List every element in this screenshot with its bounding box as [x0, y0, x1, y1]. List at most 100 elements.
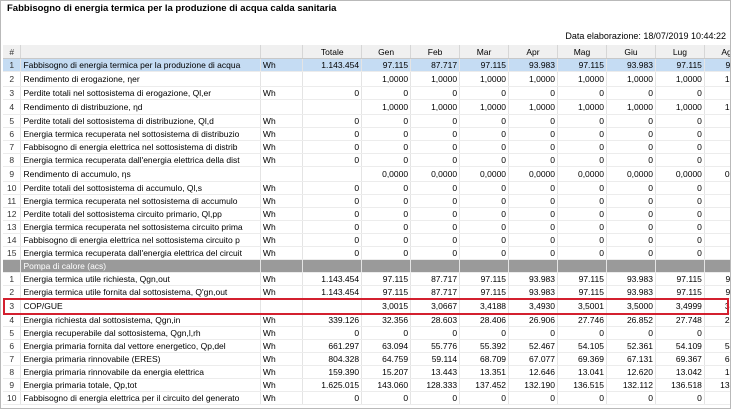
- month-value: 0: [508, 246, 558, 260]
- month-value: 1,0000: [655, 99, 705, 115]
- table-row[interactable]: 5 Perdite totali del sottosistema di dist…: [3, 114, 730, 128]
- column-header[interactable]: [20, 45, 261, 59]
- month-value: 1,0000: [508, 99, 558, 115]
- row-unit: [260, 166, 304, 182]
- month-value: 0: [655, 86, 705, 100]
- row-total: 0: [302, 153, 363, 167]
- table-row[interactable]: 14 Fabbisogno di energia elettrica nel so…: [3, 233, 730, 247]
- month-value: 1,0000: [655, 71, 705, 87]
- column-header[interactable]: Ago: [704, 45, 730, 59]
- month-value: 0: [655, 194, 705, 208]
- month-value: 0: [361, 153, 412, 167]
- table-row[interactable]: 15 Energia termica recuperata dall'energi…: [3, 246, 730, 260]
- month-value: 0: [704, 140, 730, 154]
- month-value: 1,0000: [410, 99, 461, 115]
- month-value: 28.406: [459, 313, 510, 327]
- table-row[interactable]: 4 Energia richiesta dal sottosistema, Qgn…: [3, 313, 730, 327]
- month-value: 0,0000: [704, 166, 730, 182]
- row-number: 8: [3, 153, 22, 167]
- month-value: 3,0015: [361, 298, 412, 314]
- month-value: 0: [704, 207, 730, 221]
- month-value: 1,0000: [361, 71, 412, 87]
- month-value: 1,0000: [557, 99, 607, 115]
- column-header[interactable]: #: [3, 45, 22, 59]
- month-value: 97.115: [459, 272, 510, 286]
- table-row[interactable]: 7 Fabbisogno di energia elettrica nel sot…: [3, 140, 730, 154]
- row-number: 3: [3, 86, 22, 100]
- month-value: 0: [557, 140, 607, 154]
- group-header-row[interactable]: Pompa di calore (acs): [3, 259, 730, 273]
- table-row[interactable]: 9 Energia primaria totale, Qp,tot Wh 1.625.…: [3, 378, 730, 392]
- table-row[interactable]: 3 COP/GUE 3,0015 3,0667 3,4188 3,4930 3,5001 3,…: [3, 298, 730, 314]
- month-value: 3,0667: [410, 298, 461, 314]
- column-header[interactable]: Gen: [361, 45, 412, 59]
- month-value: 0: [508, 114, 558, 128]
- row-unit: Wh: [260, 285, 304, 299]
- table-row[interactable]: 5 Energia recuperabile dal sottosistema, …: [3, 326, 730, 340]
- report-title: Fabbisogno di energia termica per la pro…: [7, 3, 337, 14]
- month-value: 1,0000: [557, 71, 607, 87]
- month-value: 67.131: [606, 352, 656, 366]
- month-value: 0: [655, 233, 705, 247]
- table-row[interactable]: 1 Energia termica utile richiesta, Qgn,ou…: [3, 272, 730, 286]
- column-header[interactable]: Feb: [410, 45, 461, 59]
- table-row[interactable]: 12 Perdite totali del sottosistema circui…: [3, 207, 730, 221]
- month-value: 97.115: [557, 285, 607, 299]
- month-value: 0: [704, 181, 730, 195]
- month-value: 128.333: [410, 378, 461, 392]
- table-row[interactable]: 6 Energia termica recuperata nel sottosis…: [3, 127, 730, 141]
- month-value: 0: [704, 220, 730, 234]
- table-row[interactable]: 3 Perdite totali nel sottosistema di erog…: [3, 86, 730, 100]
- table-row[interactable]: 6 Energia primaria fornita dal vettore en…: [3, 339, 730, 353]
- table-row[interactable]: 10 Perdite totali del sottosistema di acc…: [3, 181, 730, 195]
- column-header[interactable]: Giu: [606, 45, 656, 59]
- row-unit: [260, 298, 304, 314]
- row-unit: Wh: [260, 326, 304, 340]
- month-value: 0: [655, 391, 705, 405]
- row-total: 1.143.454: [302, 272, 363, 286]
- row-total: 0: [302, 140, 363, 154]
- month-value: 54.105: [557, 339, 607, 353]
- table-row[interactable]: 2 Energia termica utile fornita dal sotto…: [3, 285, 730, 299]
- grid-body: 1 Fabbisogno di energia termica per la pr…: [3, 58, 730, 405]
- table-row[interactable]: 1 Fabbisogno di energia termica per la pr…: [3, 58, 730, 72]
- table-row[interactable]: 13 Energia termica recuperata nel sottosi…: [3, 220, 730, 234]
- month-value: 97.115: [459, 58, 510, 72]
- row-description: Energia primaria fornita dal vettore ene…: [20, 339, 261, 353]
- row-total: [302, 99, 363, 115]
- table-row[interactable]: 8 Energia primaria rinnovabile da energia…: [3, 365, 730, 379]
- table-row[interactable]: 8 Energia termica recuperata dall'energia…: [3, 153, 730, 167]
- month-value: 27.746: [557, 313, 607, 327]
- month-value: 0: [410, 207, 461, 221]
- column-header[interactable]: [260, 45, 304, 59]
- month-value: 0: [557, 114, 607, 128]
- column-header[interactable]: Mag: [557, 45, 607, 59]
- table-row[interactable]: 7 Energia primaria rinnovabile (ERES) Wh 80…: [3, 352, 730, 366]
- column-header[interactable]: Lug: [655, 45, 705, 59]
- month-value: 93.983: [508, 58, 558, 72]
- row-total: 0: [302, 233, 363, 247]
- month-value: 0: [361, 194, 412, 208]
- row-unit: Wh: [260, 352, 304, 366]
- column-header[interactable]: Mar: [459, 45, 510, 59]
- row-total: [302, 298, 363, 314]
- month-value: 0: [508, 220, 558, 234]
- row-total: 1.143.454: [302, 285, 363, 299]
- month-value: 0: [655, 207, 705, 221]
- month-value: 0: [704, 114, 730, 128]
- table-row[interactable]: 10 Fabbisogno di energia elettrica per il…: [3, 391, 730, 405]
- table-row[interactable]: 9 Rendimento di accumulo, ηs 0,0000 0,0000 0…: [3, 166, 730, 182]
- table-row[interactable]: 4 Rendimento di distribuzione, ηd 1,0000 1,…: [3, 99, 730, 115]
- month-value: 0: [361, 86, 412, 100]
- row-number: 3: [3, 298, 22, 314]
- table-row[interactable]: 2 Rendimento di erogazione, ηer 1,0000 1,00…: [3, 71, 730, 87]
- row-number: 13: [3, 220, 22, 234]
- column-header[interactable]: Apr: [508, 45, 558, 59]
- month-value: 0: [508, 326, 558, 340]
- table-row[interactable]: 11 Energia termica recuperata nel sottosi…: [3, 194, 730, 208]
- month-value: 0: [557, 127, 607, 141]
- month-value: 3,4999: [704, 298, 730, 314]
- column-header[interactable]: Totale: [302, 45, 363, 59]
- month-value: 0: [704, 246, 730, 260]
